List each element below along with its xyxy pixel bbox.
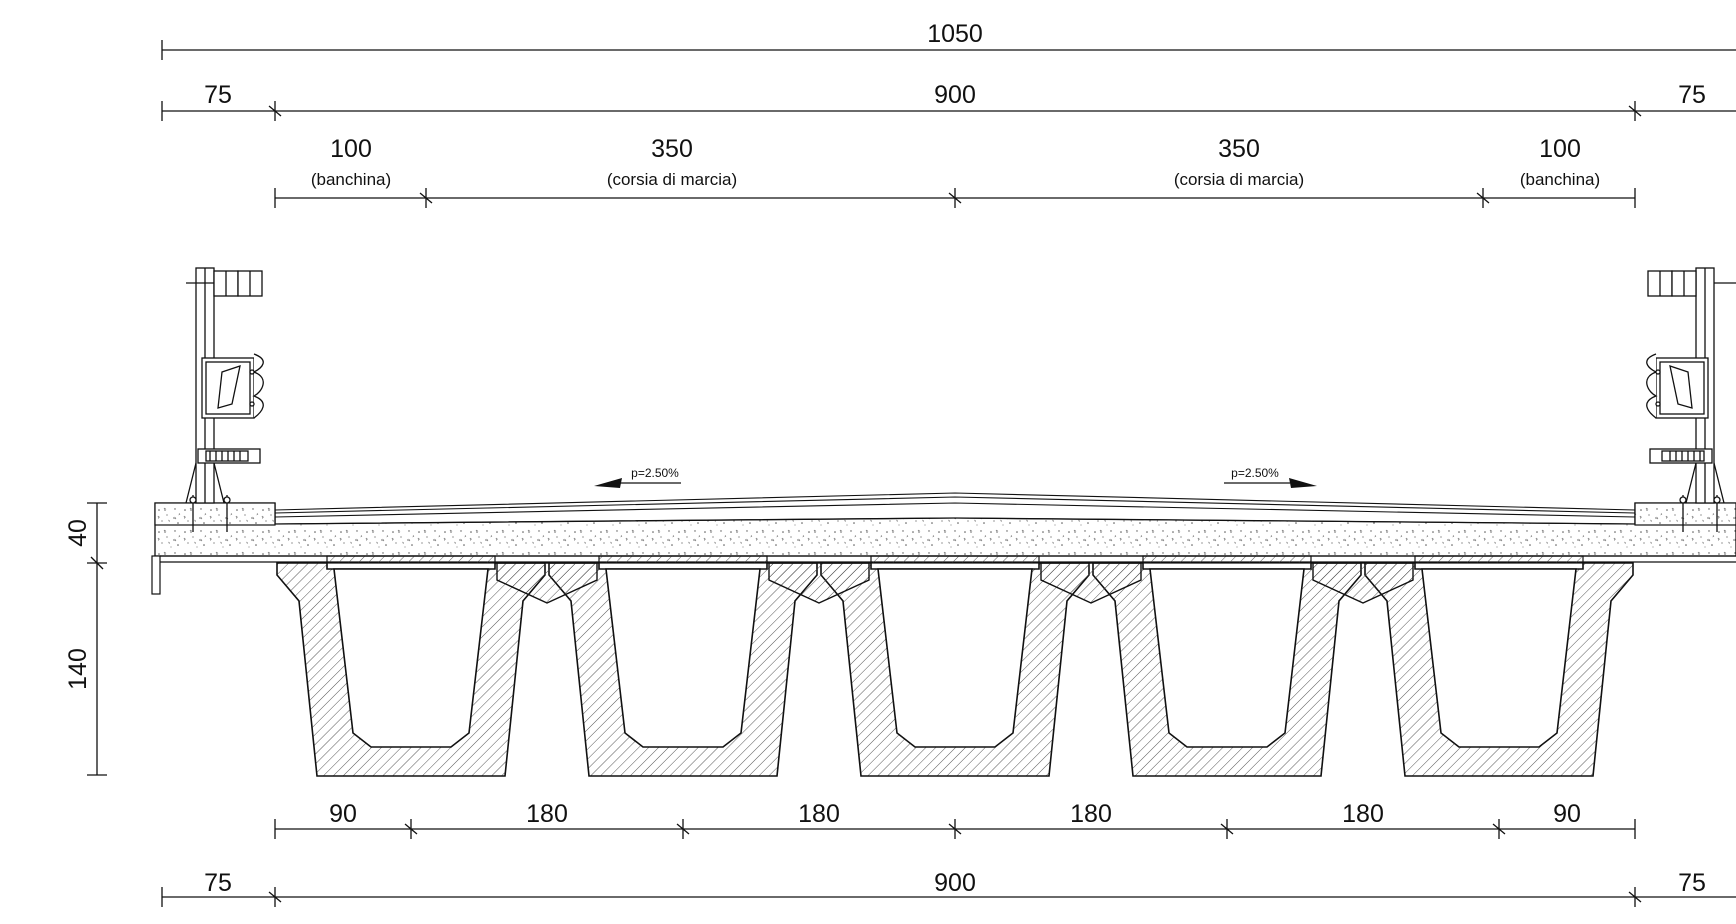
slope-label-right: p=2.50% bbox=[1231, 466, 1279, 480]
beam-void-5 bbox=[1421, 568, 1577, 748]
dimension-vertical-line bbox=[87, 502, 107, 776]
dimension-spacing-4: 180 bbox=[1070, 800, 1112, 828]
dimension-right-cantilever-bottom: 75 bbox=[1678, 869, 1706, 897]
note-right-lane: (corsia di marcia) bbox=[1174, 170, 1304, 189]
dimension-total-width-line bbox=[161, 40, 1736, 60]
dimension-slab-thickness: 40 bbox=[64, 519, 92, 547]
dimension-total-width: 1050 bbox=[927, 20, 983, 48]
pavement-layers bbox=[274, 492, 1636, 525]
dimension-left-cantilever-top: 75 bbox=[204, 81, 232, 109]
right-guardrail bbox=[1646, 267, 1736, 532]
note-left-shoulder: (banchina) bbox=[311, 170, 391, 189]
dimension-spacing-6: 90 bbox=[1553, 800, 1581, 828]
beam-void-4 bbox=[1149, 568, 1305, 748]
beam-top-strip-2 bbox=[598, 555, 768, 564]
beam-void-1 bbox=[333, 568, 489, 748]
dimension-left-cantilever-bottom: 75 bbox=[204, 869, 232, 897]
slope-arrow-right: p=2.50% bbox=[1224, 466, 1317, 488]
dimension-left-lane: 350 bbox=[651, 135, 693, 163]
beam-joint-1 bbox=[496, 562, 598, 604]
slope-arrow-left: p=2.50% bbox=[594, 466, 681, 488]
dimension-beam-spacing-line bbox=[274, 819, 1636, 839]
beam-void-3 bbox=[877, 568, 1033, 748]
beam-top-strip-1 bbox=[326, 555, 496, 564]
dimension-bottom-spans-line bbox=[161, 887, 1736, 907]
left-guardrail bbox=[185, 267, 264, 532]
dimension-left-shoulder: 100 bbox=[330, 135, 372, 163]
dimension-beam-depth: 140 bbox=[64, 648, 92, 690]
beam-top-strip-3 bbox=[870, 555, 1040, 564]
dimension-right-lane: 350 bbox=[1218, 135, 1260, 163]
slope-label-left: p=2.50% bbox=[631, 466, 679, 480]
beam-void-2 bbox=[605, 568, 761, 748]
beam-joint-4 bbox=[1312, 562, 1414, 604]
beam-top-strip-5 bbox=[1414, 555, 1584, 564]
beam-top-strip-4 bbox=[1142, 555, 1312, 564]
dimension-lanes-line bbox=[274, 188, 1636, 208]
dimension-spacing-2: 180 bbox=[526, 800, 568, 828]
dimension-carriageway-bottom: 900 bbox=[934, 869, 976, 897]
note-right-shoulder: (banchina) bbox=[1520, 170, 1600, 189]
beams-group bbox=[276, 555, 1634, 777]
dimension-right-cantilever-top: 75 bbox=[1678, 81, 1706, 109]
dimension-carriageway-top: 900 bbox=[934, 81, 976, 109]
beam-joint-3 bbox=[1040, 562, 1142, 604]
dimension-right-shoulder: 100 bbox=[1539, 135, 1581, 163]
dimension-spacing-3: 180 bbox=[798, 800, 840, 828]
dimension-spacing-5: 180 bbox=[1342, 800, 1384, 828]
note-left-lane: (corsia di marcia) bbox=[607, 170, 737, 189]
dimension-spacing-1: 90 bbox=[329, 800, 357, 828]
beam-joint-2 bbox=[768, 562, 870, 604]
dimension-top-spans-line bbox=[161, 101, 1736, 121]
